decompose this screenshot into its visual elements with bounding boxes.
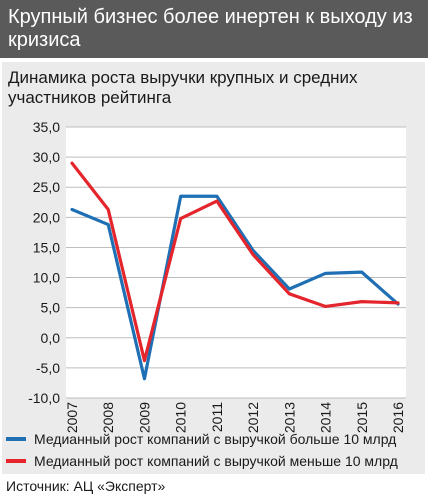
y-tick-label: 35,0	[33, 119, 60, 135]
x-tick-label: 2015	[354, 402, 370, 433]
y-tick-label: 15,0	[33, 239, 60, 255]
x-tick-label: 2010	[173, 402, 189, 433]
x-tick-label: 2009	[136, 402, 152, 433]
x-tick-label: 2012	[245, 402, 261, 433]
y-tick-label: 0,0	[41, 330, 61, 346]
chart-title: Динамика роста выручки крупных и средних…	[8, 68, 358, 107]
plot-area	[66, 127, 406, 398]
x-tick-label: 2007	[64, 402, 80, 433]
x-tick-label: 2008	[100, 402, 116, 433]
legend-item-under-10bn: Медианный рост компаний с выручкой меньш…	[6, 450, 424, 472]
legend-swatch-red	[6, 459, 26, 463]
x-tick-label: 2016	[390, 402, 406, 433]
y-tick-label: -10,0	[28, 390, 60, 406]
legend-swatch-blue	[6, 437, 26, 441]
y-tick-label: 10,0	[33, 270, 60, 286]
y-tick-label: 20,0	[33, 209, 60, 225]
y-tick-label: 30,0	[33, 149, 60, 165]
legend-item-over-10bn: Медианный рост компаний с выручкой больш…	[6, 428, 424, 450]
y-tick-label: -5,0	[36, 360, 60, 376]
x-tick-label: 2011	[209, 402, 225, 432]
legend: Медианный рост компаний с выручкой больш…	[6, 428, 424, 472]
legend-label: Медианный рост компаний с выручкой меньш…	[34, 453, 398, 469]
series-line-under-10bn	[70, 161, 400, 363]
y-tick-label: 5,0	[41, 300, 61, 316]
source-note: Источник: АЦ «Эксперт»	[6, 478, 166, 494]
header-title: Крупный бизнес более инертен к выходу из…	[8, 6, 413, 51]
legend-label: Медианный рост компаний с выручкой больш…	[34, 431, 397, 447]
series-line-over-10bn	[70, 194, 400, 381]
x-tick-label: 2013	[281, 402, 297, 433]
y-tick-label: 25,0	[33, 179, 60, 195]
x-tick-label: 2014	[318, 402, 334, 433]
header-banner: Крупный бизнес более инертен к выходу из…	[0, 0, 428, 58]
